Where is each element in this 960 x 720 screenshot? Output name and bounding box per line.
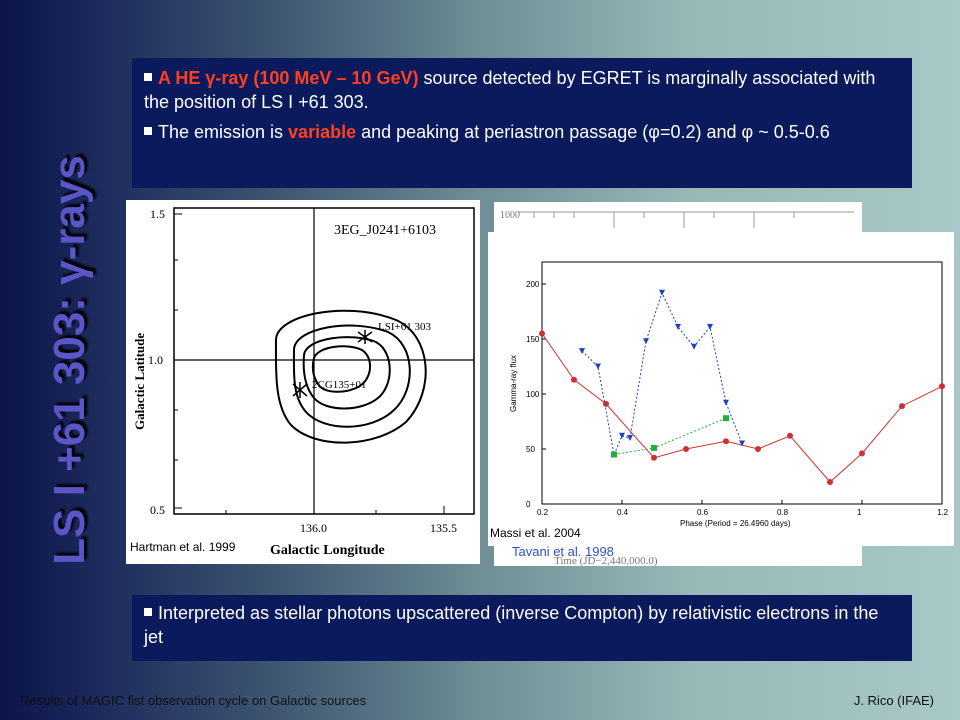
phase-data-point xyxy=(611,451,617,458)
phase-data-point xyxy=(651,454,657,461)
phase-y-tick-label: 100 xyxy=(526,390,540,399)
x-axis-label: Galactic Longitude xyxy=(270,543,385,558)
phase-data-point xyxy=(859,450,865,457)
phase-data-point xyxy=(723,399,729,406)
phase-data-point xyxy=(579,348,585,355)
phase-data-point xyxy=(539,330,545,337)
phase-data-point xyxy=(603,400,609,407)
phase-x-tick-label: 1 xyxy=(857,508,862,517)
bullet-2: The emission is variable and peaking at … xyxy=(144,120,900,144)
bullet-1-text: source detected by EGRET is marginally a… xyxy=(144,68,876,112)
hartman-citation: Hartman et al. 1999 xyxy=(128,540,238,554)
tavani-citation: Tavani et al. 1998 xyxy=(512,544,614,559)
bullet-2-pre: The emission is xyxy=(158,122,289,142)
phase-x-tick-label: 0.6 xyxy=(697,508,709,517)
x-tick-right: 135.5 xyxy=(430,521,457,535)
light-curve-plot: 1000 Time (JD−2,440,000.0) xyxy=(500,210,854,566)
phase-plot: 0.2 0.4 0.6 0.8 1 1.2 0 50 100 150 200 Gamma-ray f… xyxy=(509,261,949,528)
phase-y-axis-label: Gamma-ray flux xyxy=(509,355,518,412)
bullet-1: A HE γ-ray (100 MeV – 10 GeV) source det… xyxy=(144,66,900,114)
bullet-square xyxy=(144,73,152,82)
x-tick-left: 136.0 xyxy=(300,521,327,535)
phase-x-tick-label: 0.4 xyxy=(617,508,629,517)
phase-y-tick-label: 50 xyxy=(526,445,535,454)
massi-citation: Massi et al. 2004 xyxy=(488,526,583,540)
bullet-2-post: and peaking at periastron passage (φ=0.2… xyxy=(356,122,830,142)
phase-data-point xyxy=(691,343,697,350)
bullet-1-highlight: A HE γ-ray (100 MeV – 10 GeV) xyxy=(158,68,419,88)
phase-data-point xyxy=(683,446,689,452)
phase-x-axis-label: Phase (Period = 26.4960 days) xyxy=(680,519,791,528)
phase-data-point xyxy=(723,415,729,422)
contour-plot-panel: 3EG_J0241+6103 LSI+61 303 2CG135+01 1.5 … xyxy=(126,200,480,564)
phase-data-point xyxy=(651,444,657,451)
bullet-square xyxy=(144,127,152,136)
light-curve-x-label: Time (JD−2,440,000.0) xyxy=(554,555,658,566)
source-label: 3EG_J0241+6103 xyxy=(334,223,436,238)
phase-y-tick-label: 0 xyxy=(526,500,531,509)
phase-data-point xyxy=(723,438,729,445)
bullet-square xyxy=(144,608,152,617)
bottom-bullet-text: Interpreted as stellar photons upscatter… xyxy=(144,603,879,647)
phase-data-point xyxy=(939,383,945,390)
footer-right: J. Rico (IFAE) xyxy=(853,693,934,708)
phase-data-point xyxy=(595,363,601,370)
slide-title: LS I +61 303: γ-rays xyxy=(45,155,94,565)
bottom-bullet-box: Interpreted as stellar photons upscatter… xyxy=(132,595,912,661)
phase-x-tick-label: 1.2 xyxy=(937,508,949,517)
phase-data-point xyxy=(571,376,577,383)
y-tick-bottom: 0.5 xyxy=(150,503,165,517)
phase-x-tick-label: 0.8 xyxy=(777,508,789,517)
phase-plot-panel: 0.2 0.4 0.6 0.8 1 1.2 0 50 100 150 200 Gamma-ray f… xyxy=(488,232,954,546)
star-label: LSI+61 303 xyxy=(378,321,431,333)
phase-data-point xyxy=(627,435,633,441)
phase-series-line xyxy=(581,291,743,457)
phase-data-point xyxy=(827,479,833,485)
contour-plot: 3EG_J0241+6103 LSI+61 303 2CG135+01 1.5 … xyxy=(132,207,475,558)
top-bullet-box: A HE γ-ray (100 MeV – 10 GeV) source det… xyxy=(132,58,912,188)
phase-data-point xyxy=(899,403,905,410)
footer-left: Results of MAGIC fist observation cycle … xyxy=(20,693,367,708)
phase-series-line xyxy=(541,333,943,483)
phase-data-point xyxy=(675,323,681,330)
y-tick-mid: 1.0 xyxy=(148,353,163,367)
phase-y-tick-label: 200 xyxy=(526,280,540,289)
y-tick-top: 1.5 xyxy=(150,207,165,221)
bullet-2-highlight: variable xyxy=(288,122,357,142)
phase-data-point xyxy=(707,323,713,330)
phase-data-point xyxy=(659,289,665,296)
phase-y-tick-label: 150 xyxy=(526,335,540,344)
light-curve-y-tick: 1000 xyxy=(500,210,520,221)
phase-data-point xyxy=(619,432,625,439)
phase-data-point xyxy=(787,432,793,439)
phase-data-point xyxy=(755,446,761,452)
phase-data-point xyxy=(643,338,649,345)
egret-label: 2CG135+01 xyxy=(312,379,366,391)
phase-data-point xyxy=(739,440,745,447)
y-axis-label: Galactic Latitude xyxy=(132,333,147,430)
phase-x-tick-label: 0.2 xyxy=(537,508,549,517)
